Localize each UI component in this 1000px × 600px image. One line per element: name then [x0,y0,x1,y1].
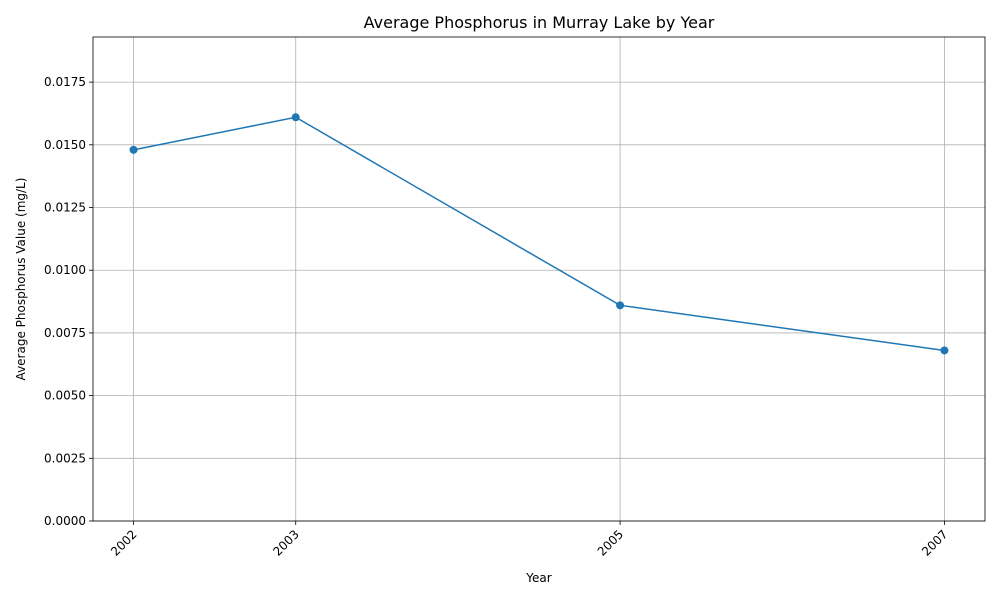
y-axis-label: Average Phosphorus Value (mg/L) [14,178,28,381]
y-tick-label: 0.0175 [44,75,86,89]
series-line [133,116,945,352]
grid-layer [93,37,985,522]
series-layer [129,113,949,355]
y-tick-label: 0.0000 [44,514,86,528]
x-axis-label: Year [525,571,551,585]
plot-area-frame [92,36,986,522]
y-tick-label: 0.0125 [44,201,86,215]
y-tick-label: 0.0050 [44,389,86,403]
data-point [616,301,625,310]
data-point [129,145,138,154]
y-tick-label: 0.0100 [44,263,86,277]
chart-title: Average Phosphorus in Murray Lake by Yea… [364,13,715,32]
y-tick-label: 0.0075 [44,326,86,340]
data-point [291,113,300,122]
y-tick-label: 0.0150 [44,138,86,152]
y-tick-label: 0.0025 [44,451,86,465]
data-point [940,346,949,355]
